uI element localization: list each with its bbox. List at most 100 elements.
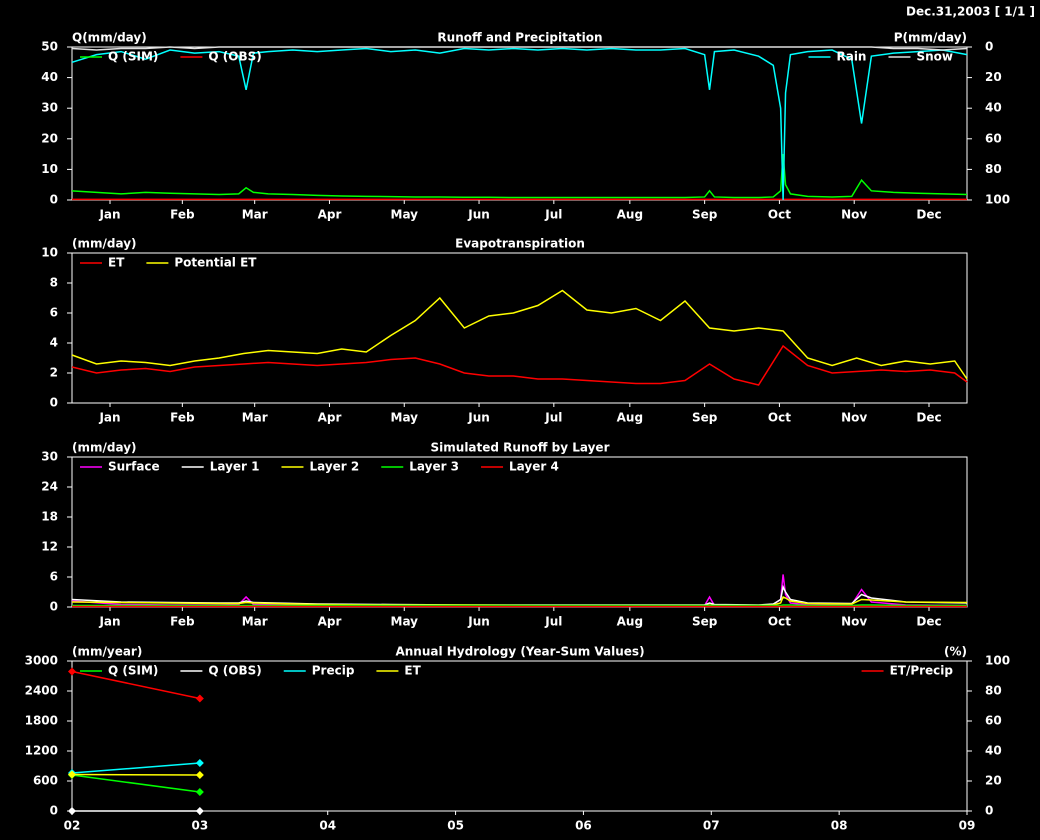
x-tick-label: Jan <box>98 208 120 222</box>
marker <box>68 770 76 779</box>
marker <box>195 788 204 796</box>
x-tick-label: 06 <box>575 819 592 833</box>
series-line <box>71 574 968 607</box>
y-tick-label: 0 <box>50 193 58 207</box>
x-tick-label: 08 <box>831 819 848 833</box>
y-tick-label: 2400 <box>25 684 58 698</box>
x-tick-label: 05 <box>447 819 464 833</box>
legend-label: ET/Precip <box>890 664 954 678</box>
x-tick-label: Dec <box>916 615 941 629</box>
x-tick-label: Jul <box>544 411 562 425</box>
date-label: Dec.31,2003 [ 1/1 ] <box>906 5 1035 19</box>
series-line <box>71 773 200 776</box>
y-tick-label: 12 <box>41 540 58 554</box>
legend-label: Q (SIM) <box>108 50 158 64</box>
x-tick-label: Jan <box>98 411 120 425</box>
x-tick-label: Aug <box>617 411 643 425</box>
series-line <box>71 289 968 380</box>
chart-title: Evapotranspiration <box>455 237 585 251</box>
legend-label: Potential ET <box>174 256 257 270</box>
y2-tick-label: 20 <box>985 70 1002 84</box>
y-tick-label: 30 <box>41 450 58 464</box>
x-tick-label: Aug <box>617 208 643 222</box>
x-tick-label: 09 <box>959 819 976 833</box>
legend-label: Rain <box>836 50 866 64</box>
x-tick-label: 02 <box>64 819 81 833</box>
x-tick-label: Jan <box>98 615 120 629</box>
legend-label: Q (OBS) <box>208 50 261 64</box>
x-tick-label: Feb <box>170 208 195 222</box>
x-tick-label: 07 <box>703 819 720 833</box>
y2-tick-label: 0 <box>985 804 993 818</box>
x-tick-label: Apr <box>318 615 342 629</box>
y2-axis-label: P(mm/day) <box>894 31 967 45</box>
y-axis-label: Q(mm/day) <box>72 31 147 45</box>
y-tick-label: 2 <box>50 366 58 380</box>
y-tick-label: 18 <box>41 510 58 524</box>
series-line <box>71 774 200 793</box>
plot-frame <box>71 660 968 812</box>
series-line <box>71 46 968 51</box>
legend-label: Layer 1 <box>210 460 260 474</box>
y-tick-label: 3000 <box>25 654 58 668</box>
x-tick-label: Sep <box>692 615 718 629</box>
y-tick-label: 0 <box>50 396 58 410</box>
x-tick-label: Sep <box>692 411 718 425</box>
x-tick-label: Apr <box>318 411 342 425</box>
y-tick-label: 1200 <box>25 744 58 758</box>
y2-tick-label: 0 <box>985 40 993 54</box>
x-tick-label: Jun <box>467 411 490 425</box>
y2-tick-label: 100 <box>985 193 1010 207</box>
y-axis-label: (mm/day) <box>72 237 137 251</box>
x-tick-label: Mar <box>242 411 268 425</box>
x-tick-label: Jul <box>544 615 562 629</box>
y-tick-label: 10 <box>41 246 58 260</box>
y-tick-label: 50 <box>41 40 58 54</box>
x-tick-label: Feb <box>170 411 195 425</box>
y-tick-label: 10 <box>41 162 58 176</box>
legend-label: Snow <box>916 50 953 64</box>
series-line <box>71 762 200 774</box>
x-tick-label: Aug <box>617 615 643 629</box>
marker <box>195 807 204 815</box>
x-tick-label: Jul <box>544 208 562 222</box>
plot-frame <box>71 252 968 404</box>
legend-label: Q (OBS) <box>208 664 261 678</box>
x-tick-label: 04 <box>319 819 336 833</box>
y2-tick-label: 60 <box>985 714 1002 728</box>
legend-label: Q (SIM) <box>108 664 158 678</box>
series-line <box>71 670 201 700</box>
series-line <box>71 154 968 199</box>
x-tick-label: Dec <box>916 411 941 425</box>
marker <box>195 759 204 767</box>
x-tick-label: May <box>391 615 419 629</box>
y2-tick-label: 100 <box>985 654 1010 668</box>
x-tick-label: Feb <box>170 615 195 629</box>
y-tick-label: 30 <box>41 101 58 115</box>
legend-label: ET <box>108 256 125 270</box>
marker <box>68 667 76 676</box>
y2-axis-label: (%) <box>944 645 967 659</box>
x-tick-label: Oct <box>768 411 791 425</box>
marker <box>195 771 204 779</box>
series-line <box>71 596 968 607</box>
y-tick-label: 8 <box>50 276 58 290</box>
plot-frame <box>71 46 968 201</box>
x-tick-label: Jun <box>467 208 490 222</box>
series-line <box>71 344 968 386</box>
series-line <box>72 604 967 607</box>
y-axis-label: (mm/year) <box>72 645 142 659</box>
y-axis-label: (mm/day) <box>72 441 137 455</box>
chart-title: Runoff and Precipitation <box>437 31 602 45</box>
x-tick-label: Oct <box>768 615 791 629</box>
y-tick-label: 20 <box>41 131 58 145</box>
legend-label: ET <box>404 664 421 678</box>
legend-label: Layer 2 <box>309 460 359 474</box>
x-tick-label: Nov <box>841 411 867 425</box>
x-tick-label: Nov <box>841 615 867 629</box>
x-tick-label: May <box>391 411 419 425</box>
x-tick-label: Dec <box>916 208 941 222</box>
x-tick-label: 03 <box>192 819 209 833</box>
marker <box>195 694 204 703</box>
